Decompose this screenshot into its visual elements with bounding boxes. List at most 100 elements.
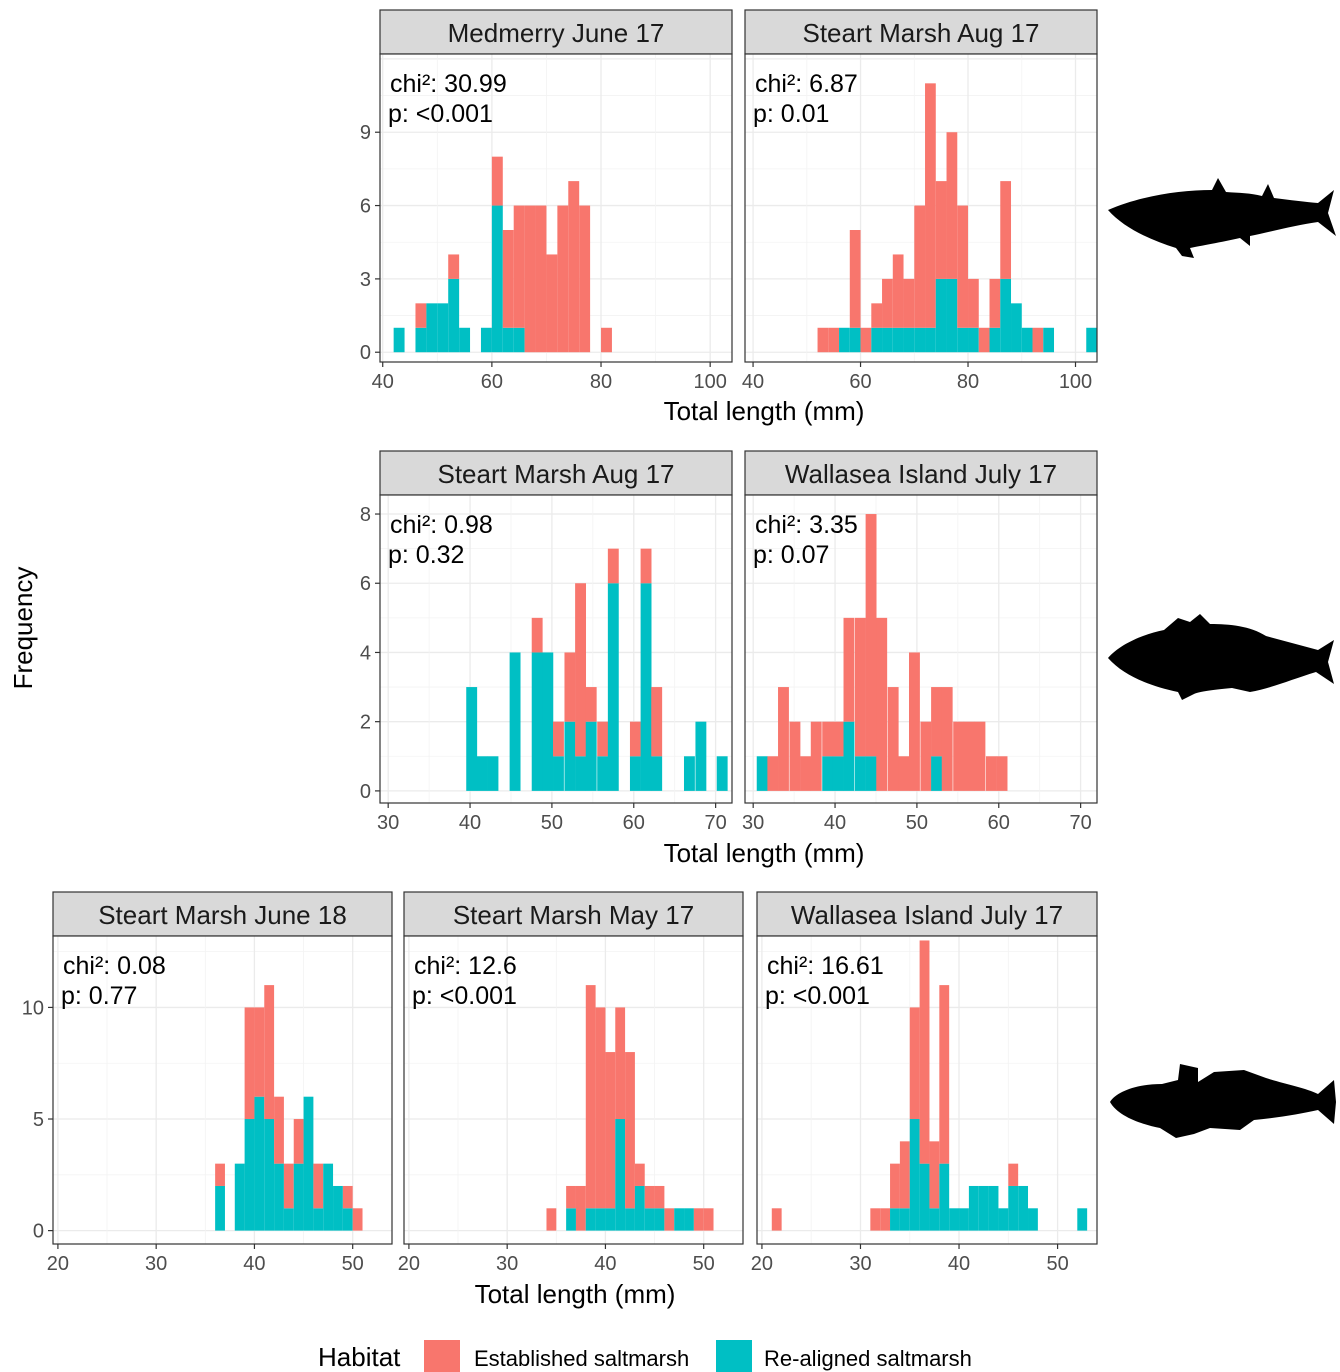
bar-realigned <box>683 756 695 791</box>
bar-realigned <box>929 1208 940 1231</box>
bar-established <box>931 687 942 757</box>
bar-realigned <box>978 1185 989 1231</box>
bar-realigned <box>426 303 438 353</box>
bar-realigned <box>640 583 652 791</box>
bar-realigned <box>509 652 521 791</box>
x-tick-label: 40 <box>948 1253 970 1275</box>
chi-square-label: chi²: 16.61 <box>767 952 884 980</box>
bar-established <box>625 1052 635 1209</box>
y-tick-label: 0 <box>33 1221 44 1243</box>
bar-realigned <box>654 1208 665 1231</box>
bar-realigned <box>899 1208 910 1231</box>
bar-established <box>854 617 866 757</box>
bar-established <box>595 1007 606 1209</box>
x-tick-label: 40 <box>742 371 764 393</box>
bar-realigned <box>476 756 488 791</box>
bar-realigned <box>459 327 471 353</box>
facet-strip <box>403 891 744 937</box>
bar-established <box>789 721 801 791</box>
bar-established <box>822 721 834 757</box>
bar-established <box>274 1096 284 1164</box>
x-tick-label: 70 <box>1070 812 1092 834</box>
bar-realigned <box>939 1163 950 1231</box>
p-value-label: p: <0.001 <box>388 100 493 128</box>
p-value-label: p: <0.001 <box>412 982 517 1010</box>
bar-realigned <box>274 1163 284 1231</box>
bar-realigned <box>651 756 663 791</box>
bar-realigned <box>466 687 478 791</box>
bar-realigned <box>871 327 883 353</box>
bar-realigned <box>1043 327 1055 353</box>
bar-realigned <box>716 756 728 791</box>
chi-square-label: chi²: 0.08 <box>63 952 166 980</box>
bar-established <box>892 254 904 328</box>
x-tick-label: 30 <box>849 1253 871 1275</box>
bar-established <box>605 1052 616 1209</box>
chi-square-label: chi²: 6.87 <box>755 70 858 98</box>
bar-established <box>585 985 596 1209</box>
bar-realigned <box>684 1208 694 1231</box>
bar-established <box>524 205 536 353</box>
bar-established <box>629 721 641 757</box>
bar-realigned <box>1086 327 1097 353</box>
panel-2: Steart Marsh Aug 17 40 60 80 100 chi²: 6.87p:… <box>742 9 1098 393</box>
bar-realigned <box>998 1208 1009 1231</box>
bar-realigned <box>542 652 554 791</box>
bar-realigned <box>946 278 958 353</box>
bar-realigned <box>959 1208 969 1231</box>
bar-established <box>607 548 619 584</box>
x-tick-label: 50 <box>1046 1253 1068 1275</box>
bar-established <box>810 721 822 791</box>
facet-title: Medmerry June 17 <box>448 18 665 48</box>
bar-established <box>871 303 883 328</box>
bar-established <box>566 1185 576 1209</box>
bar-realigned <box>502 327 514 353</box>
chi-square-label: chi²: 12.6 <box>414 952 517 980</box>
p-value-label: p: 0.07 <box>753 541 829 569</box>
bar-established <box>941 687 953 791</box>
bar-realigned <box>480 327 492 353</box>
bar-established <box>693 1208 704 1231</box>
p-value-label: p: 0.01 <box>753 100 829 128</box>
panel-border <box>379 53 733 363</box>
bar-established <box>887 687 899 791</box>
bar-realigned <box>756 756 768 791</box>
bar-realigned <box>254 1096 265 1231</box>
bar-realigned <box>625 1208 635 1231</box>
x-tick-label: 70 <box>705 812 727 834</box>
bar-established <box>553 721 564 757</box>
bar-established <box>832 721 844 757</box>
x-tick-label: 60 <box>623 812 645 834</box>
bar-established <box>651 687 663 757</box>
panel-border <box>756 935 1098 1245</box>
bar-established <box>342 1185 353 1209</box>
bar-realigned <box>564 721 576 791</box>
panel-7: Wallasea Island July 17 20 30 40 50 chi²: 16.… <box>751 891 1098 1275</box>
bar-realigned <box>437 303 449 353</box>
bar-established <box>957 205 969 328</box>
bar-realigned <box>393 327 405 353</box>
x-tick-label: 50 <box>541 812 563 834</box>
bar-established <box>557 205 569 353</box>
y-tick-label: 0 <box>360 342 371 364</box>
bar-realigned <box>448 278 460 353</box>
bar-established <box>579 205 591 353</box>
bar-realigned <box>890 1208 900 1231</box>
bar-realigned <box>215 1185 225 1231</box>
bar-realigned <box>629 756 641 791</box>
bar-realigned <box>607 583 619 791</box>
bar-established <box>597 721 609 757</box>
bar-realigned <box>513 327 525 353</box>
bar-realigned <box>822 756 834 791</box>
bar-established <box>575 1185 586 1231</box>
bar-established <box>865 514 877 757</box>
facet-strip <box>756 891 1098 937</box>
bar-realigned <box>935 278 947 353</box>
panel-4: Wallasea Island July 17 30 40 50 60 70 chi²: 3… <box>742 450 1098 834</box>
p-value-label: p: 0.77 <box>61 982 137 1010</box>
bar-established <box>800 756 812 791</box>
bar-established <box>925 83 936 328</box>
x-tick-label: 20 <box>751 1253 773 1275</box>
panel-border <box>744 53 1098 363</box>
x-axis-title-row2: Total length (mm) <box>664 838 865 868</box>
